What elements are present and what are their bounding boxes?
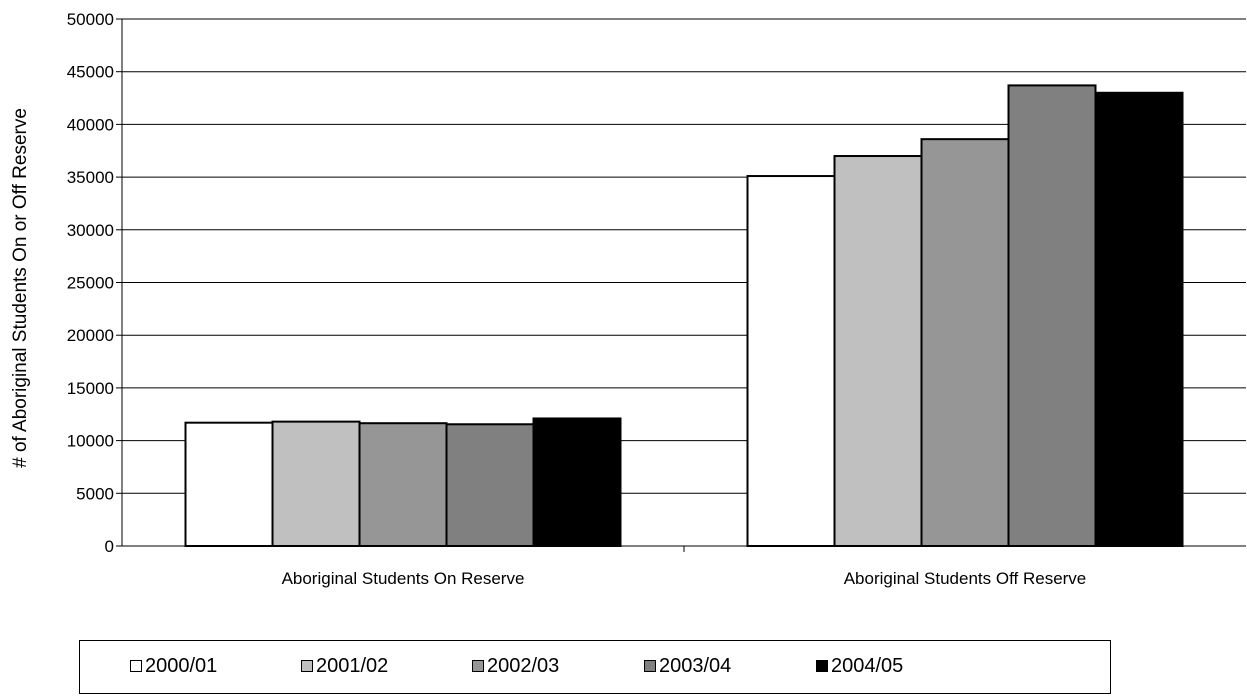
y-axis-title: # of Aboriginal Students On or Off Reser… [10, 108, 31, 468]
x-category-label: Aboriginal Students Off Reserve [844, 569, 1087, 588]
bar-2001-02-0 [271, 420, 361, 547]
y-tick-labels: 0 5000 10000 15000 20000 25000 30000 35000 40000… [67, 10, 114, 556]
y-tick-label: 40000 [67, 115, 114, 134]
bar-2002-03-0 [358, 422, 448, 548]
y-tick-label: 35000 [67, 168, 114, 187]
legend-item: 2003/04 [644, 654, 731, 678]
x-category-label: Aboriginal Students On Reserve [282, 569, 525, 588]
bar-2000-01-0 [184, 421, 274, 548]
legend-swatch [816, 660, 828, 672]
y-tick-label: 15000 [67, 379, 114, 398]
legend: 2000/01 2001/02 2002/03 2003/04 2004/05 [79, 640, 1111, 694]
bars [184, 84, 1184, 548]
bar-2001-02-1 [833, 155, 923, 548]
bar-2000-01-1 [746, 175, 836, 548]
y-tick-label: 50000 [67, 10, 114, 29]
bar-2004-05-1 [1094, 91, 1184, 547]
legend-swatch [472, 660, 484, 672]
axes [116, 18, 1246, 552]
bar-2003-04-1 [1007, 84, 1097, 547]
y-tick-label: 30000 [67, 221, 114, 240]
bar-2003-04-0 [445, 423, 535, 547]
legend-item: 2001/02 [301, 654, 388, 678]
bar-2004-05-0 [532, 417, 622, 547]
y-tick-label: 25000 [67, 274, 114, 293]
y-tick-label: 20000 [67, 326, 114, 345]
legend-label: 2000/01 [145, 654, 218, 677]
legend-label: 2002/03 [487, 654, 560, 677]
x-category-labels: Aboriginal Students On Reserve Aboriginal… [282, 569, 1087, 588]
legend-swatch [644, 660, 656, 672]
legend-label: 2003/04 [659, 654, 732, 677]
y-tick-label: 0 [105, 537, 114, 556]
legend-swatch [130, 660, 142, 672]
y-tick-label: 45000 [67, 63, 114, 82]
bar-chart: 0 5000 10000 15000 20000 25000 30000 35000 40000… [10, 10, 1246, 588]
legend-label: 2001/02 [316, 654, 389, 677]
legend-item: 2004/05 [816, 654, 903, 678]
legend-label: 2004/05 [831, 654, 904, 677]
legend-item: 2002/03 [472, 654, 559, 678]
legend-swatch [301, 660, 313, 672]
y-tick-label: 10000 [67, 432, 114, 451]
legend-item: 2000/01 [130, 654, 217, 678]
y-tick-label: 5000 [76, 484, 114, 503]
bar-2002-03-1 [920, 138, 1010, 547]
